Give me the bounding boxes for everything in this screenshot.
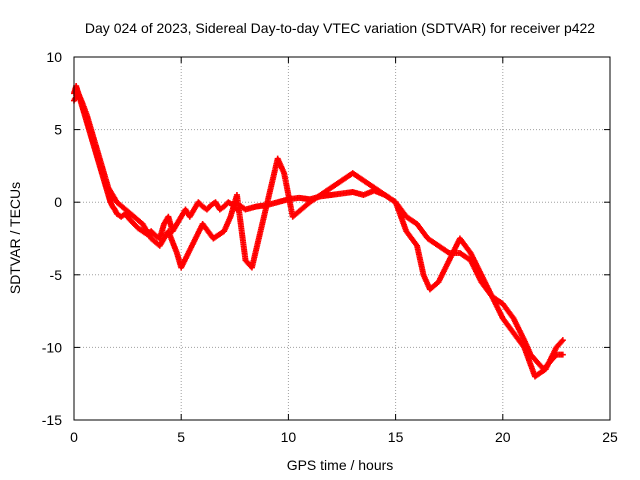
y-axis-label: SDTVAR / TECUs bbox=[7, 182, 23, 294]
data-points bbox=[71, 83, 566, 380]
grid bbox=[74, 57, 610, 420]
x-tick-label: 0 bbox=[70, 429, 78, 445]
y-tick-label: 5 bbox=[54, 122, 62, 138]
series-2 bbox=[71, 90, 566, 380]
x-tick-label: 20 bbox=[495, 429, 511, 445]
y-tick-label: -5 bbox=[50, 267, 63, 283]
x-tick-label: 25 bbox=[602, 429, 618, 445]
tick-labels: 0 5 10 15 20 25 10 5 0 -5 -10 -15 bbox=[42, 49, 618, 445]
x-axis-label: GPS time / hours bbox=[287, 457, 394, 473]
y-tick-label: 0 bbox=[54, 194, 62, 210]
y-tick-label: 10 bbox=[46, 49, 62, 65]
data-point bbox=[559, 351, 566, 358]
x-tick-label: 5 bbox=[177, 429, 185, 445]
y-tick-label: -15 bbox=[42, 412, 62, 428]
data-point bbox=[559, 337, 566, 344]
x-tick-label: 10 bbox=[281, 429, 297, 445]
y-tick-label: -10 bbox=[42, 339, 62, 355]
x-tick-label: 15 bbox=[388, 429, 404, 445]
chart-title: Day 024 of 2023, Sidereal Day-to-day VTE… bbox=[85, 20, 595, 36]
axis-ticks bbox=[73, 56, 611, 421]
plot-frame bbox=[73, 56, 611, 421]
